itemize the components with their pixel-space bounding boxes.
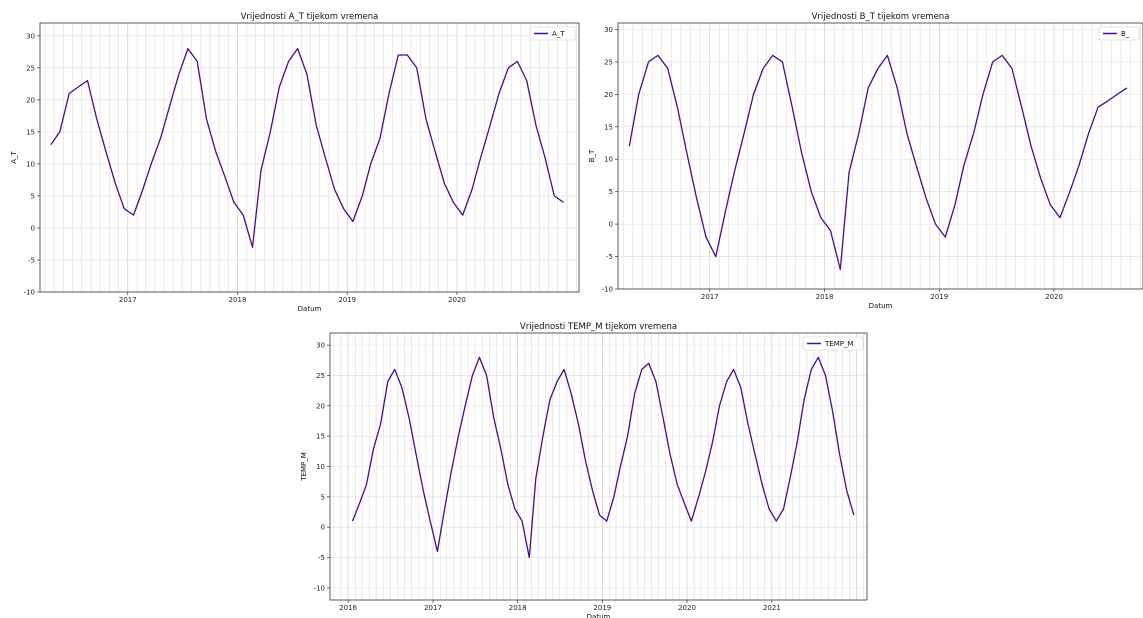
grid <box>40 23 579 292</box>
x-tick-label: 2020 <box>1045 293 1063 301</box>
y-tick-label: -10 <box>602 286 613 294</box>
legend-label: A_T <box>552 30 565 38</box>
y-tick-label: 15 <box>604 123 613 131</box>
x-tick-label: 2019 <box>338 296 356 304</box>
y-tick-label: 20 <box>316 402 325 410</box>
legend-box <box>802 336 864 351</box>
y-tick-label: 25 <box>604 58 613 66</box>
x-tick-label: 2021 <box>763 604 781 612</box>
y-tick-label: 10 <box>26 160 35 168</box>
x-tick-label: 2018 <box>816 293 834 301</box>
x-axis-label: Datum <box>298 305 322 313</box>
plot-frame <box>39 22 580 293</box>
x-tick-label: 2018 <box>229 296 247 304</box>
chart-title: Vrijednosti TEMP_M tijekom vremena <box>520 322 677 332</box>
y-tick-label: 0 <box>321 524 325 532</box>
x-tick-label: 2017 <box>119 296 137 304</box>
x-tick-label: 2020 <box>448 296 466 304</box>
y-axis-label: A_T <box>10 151 18 164</box>
y-tick-label: 5 <box>321 493 325 501</box>
plot-frame <box>329 332 868 601</box>
y-tick-label: 25 <box>316 372 325 380</box>
x-tick-label: 2019 <box>930 293 948 301</box>
y-tick-label: 5 <box>609 188 613 196</box>
y-tick-label: 10 <box>604 156 613 164</box>
y-tick-label: 30 <box>604 26 613 34</box>
chart-0: -10 -5 0 5 10 15 20 25 30 2017 2018 2019 2020 Vrijedn… <box>10 12 580 313</box>
y-tick-label: 10 <box>316 463 325 471</box>
y-tick-label: 15 <box>26 128 35 136</box>
x-tick-label: 2017 <box>424 604 442 612</box>
y-tick-label: 0 <box>31 224 35 232</box>
chart-1: -10 -5 0 5 10 15 20 25 30 2017 2018 2019 2020 Vrijedn… <box>588 12 1143 310</box>
legend-label: B_ <box>1121 30 1130 38</box>
y-tick-label: 5 <box>31 192 35 200</box>
y-tick-label: 30 <box>316 342 325 350</box>
x-tick-label: 2016 <box>339 604 357 612</box>
y-axis-label: B_T <box>588 149 596 162</box>
legend-box <box>1098 26 1140 41</box>
series-line-b_ <box>628 54 1128 271</box>
y-tick-label: -10 <box>24 289 35 297</box>
x-tick-label: 2019 <box>593 604 611 612</box>
y-tick-label: 25 <box>26 64 35 72</box>
chart-title: Vrijednosti B_T tijekom vremena <box>812 12 950 22</box>
legend-box <box>529 26 576 41</box>
y-tick-label: -5 <box>318 554 325 562</box>
x-tick-label: 2018 <box>509 604 527 612</box>
y-tick-label: 20 <box>604 91 613 99</box>
y-axis-label: TEMP_M <box>300 452 308 482</box>
series-line-temp_m <box>351 356 855 559</box>
chart-title: Vrijednosti A_T tijekom vremena <box>241 12 379 22</box>
y-tick-label: 15 <box>316 433 325 441</box>
y-tick-label: -5 <box>28 256 35 264</box>
grid <box>330 333 867 600</box>
x-axis-label: Datum <box>587 613 611 618</box>
x-axis-label: Datum <box>869 302 893 310</box>
series-line-a_t <box>50 47 564 248</box>
x-tick-label: 2017 <box>701 293 719 301</box>
y-tick-label: -10 <box>314 584 325 592</box>
y-tick-label: 30 <box>26 32 35 40</box>
x-tick-label: 2020 <box>678 604 696 612</box>
y-tick-label: -5 <box>606 253 613 261</box>
legend-label: TEMP_M <box>824 340 854 348</box>
plot-frame <box>617 22 1143 290</box>
grid <box>618 23 1143 289</box>
chart-2: -10 -5 0 5 10 15 20 25 30 2016 2017 2018 2019 2020 202… <box>300 322 868 618</box>
y-tick-label: 0 <box>609 221 613 229</box>
y-tick-label: 20 <box>26 96 35 104</box>
